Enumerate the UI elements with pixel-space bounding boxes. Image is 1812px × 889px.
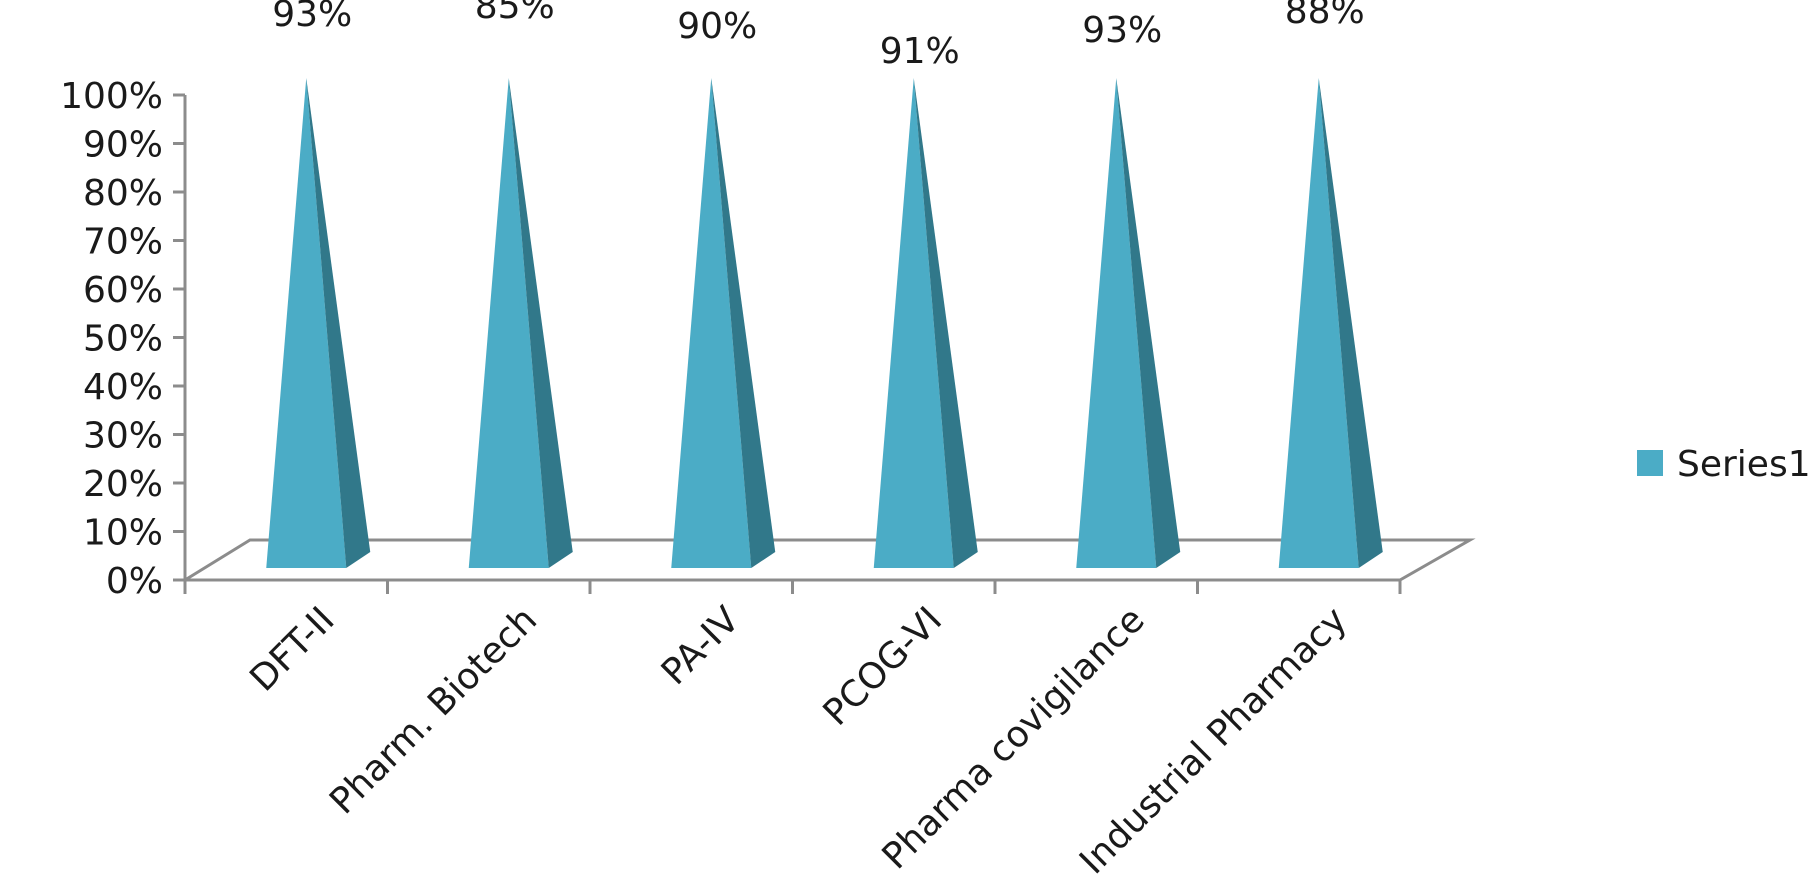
bar-front-face (873, 78, 954, 568)
bar-side-face (508, 78, 573, 568)
data-label: 93% (1082, 10, 1162, 51)
data-label: 90% (677, 6, 757, 47)
bar-front-face (1278, 78, 1359, 568)
axes (179, 95, 1476, 594)
bar-front-face (266, 78, 347, 568)
y-tick-label: 100% (60, 76, 163, 117)
y-tick-label: 70% (83, 222, 163, 263)
data-labels: 93% 85% 90% 91% 93% 88% (272, 0, 1365, 72)
bar-side-face (1116, 78, 1181, 568)
bar-side-face (711, 78, 776, 568)
bar-front-face (1076, 78, 1157, 568)
data-label: 93% (272, 0, 352, 35)
bar-front-face (468, 78, 549, 568)
category-label: PA-IV (654, 599, 748, 693)
y-tick-label: 60% (83, 270, 163, 311)
bar-side-face (913, 78, 978, 568)
legend-swatch (1637, 450, 1663, 476)
y-tick-label: 10% (83, 513, 163, 554)
data-label: 85% (475, 0, 555, 27)
y-tick-label: 50% (83, 319, 163, 360)
category-label: DFT-II (242, 599, 342, 699)
y-tick-label: 30% (83, 416, 163, 457)
chart-floor (179, 538, 1476, 582)
bars (266, 78, 1383, 568)
bar-front-face (671, 78, 752, 568)
legend-label: Series1 (1677, 444, 1811, 485)
category-label: Pharm. Biotech (322, 599, 545, 822)
legend: Series1 (1637, 444, 1811, 485)
data-label: 88% (1285, 0, 1365, 32)
y-axis-ticks: 0% 10% 20% 30% 40% 50% 60% 70% 80% 90% 100% (60, 76, 185, 602)
y-tick-label: 40% (83, 367, 163, 408)
category-label: PCOG-VI (816, 599, 950, 733)
bar-side-face (306, 78, 371, 568)
y-tick-label: 0% (106, 561, 163, 602)
y-tick-label: 20% (83, 464, 163, 505)
y-tick-label: 90% (83, 125, 163, 166)
y-tick-label: 80% (83, 173, 163, 214)
data-label: 91% (880, 31, 960, 72)
bar-side-face (1318, 78, 1383, 568)
